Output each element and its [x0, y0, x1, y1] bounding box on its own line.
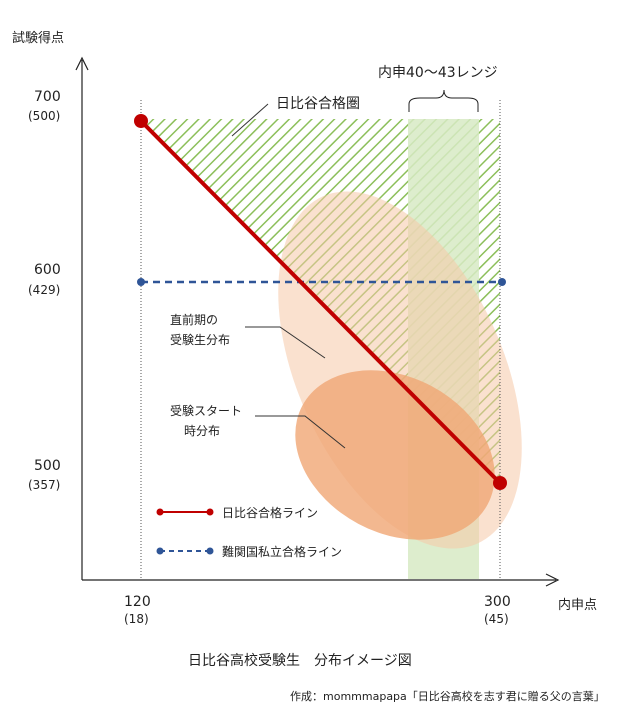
legend-private-dot-right	[206, 547, 214, 555]
y-axis-arrow	[75, 56, 89, 71]
y-tick-500-sub: (357)	[28, 478, 61, 492]
x-tick-120-sub: (18)	[124, 612, 149, 626]
start-dist-leader	[255, 415, 346, 449]
pre-dist-leader	[245, 326, 326, 359]
legend-private-dot-left	[156, 547, 164, 555]
start-distribution-ellipse	[295, 370, 495, 540]
legend-hibiya-dot-left	[156, 508, 164, 516]
range-label: 内申40〜43レンジ	[378, 65, 498, 81]
y-tick-600-sub: (429)	[28, 283, 61, 297]
start-dist-label-1: 受験スタート	[170, 404, 243, 418]
y-tick-600: 600	[34, 262, 61, 278]
hibiya-line-point-bottom	[493, 476, 507, 490]
pass-zone-leader	[231, 103, 269, 137]
diagram-caption: 日比谷高校受験生 分布イメージ図	[188, 653, 412, 669]
private-line-point-left	[137, 278, 145, 286]
hibiya-line-point-top	[134, 114, 148, 128]
pass-zone-label: 日比谷合格圏	[276, 96, 360, 112]
legend-private-label: 難関国私立合格ライン	[222, 545, 343, 559]
x-tick-300: 300	[484, 594, 511, 610]
range-bracket	[408, 89, 479, 112]
y-tick-500: 500	[34, 458, 61, 474]
credit-text: 作成：mommmapapa「日比谷高校を志す君に贈る父の言葉」	[290, 690, 605, 703]
x-tick-120: 120	[124, 594, 151, 610]
start-dist-label-2: 時分布	[184, 424, 221, 438]
x-tick-300-sub: (45)	[484, 612, 509, 626]
x-axis-arrow	[545, 573, 560, 587]
y-tick-700-sub: (500)	[28, 109, 61, 123]
private-line-point-right	[498, 278, 506, 286]
y-axis-title: 試験得点	[12, 31, 65, 46]
x-axis-title: 内申点	[558, 598, 598, 613]
pre-dist-label-1: 直前期の	[170, 313, 219, 327]
legend-hibiya-label: 日比谷合格ライン	[222, 506, 319, 520]
hibiya-pass-line	[139, 119, 502, 485]
legend-hibiya-dot-right	[206, 508, 214, 516]
pre-dist-label-2: 受験生分布	[170, 333, 231, 347]
y-tick-700: 700	[34, 89, 61, 105]
